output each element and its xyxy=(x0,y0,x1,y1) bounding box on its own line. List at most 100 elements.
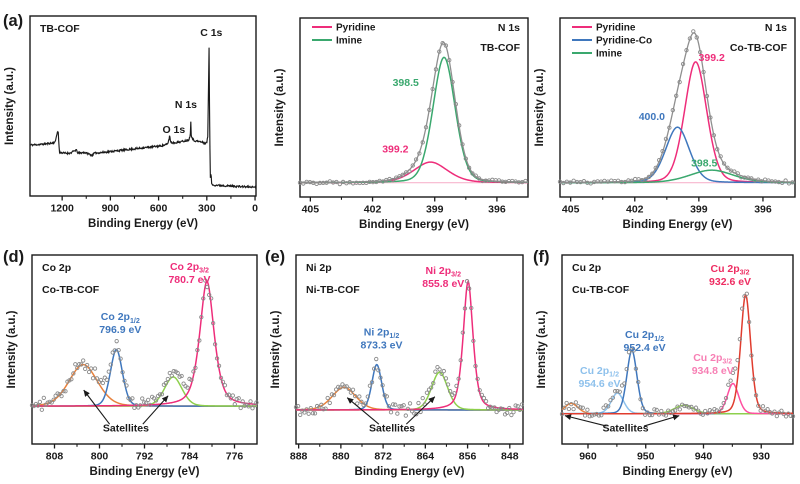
panel-e-letter: (e) xyxy=(265,248,285,266)
panel-title: Co-TB-COF xyxy=(730,42,788,54)
fit-envelope xyxy=(300,41,529,184)
data-points xyxy=(29,278,259,412)
legend-label: Pyridine xyxy=(596,23,636,34)
svg-text:780.7 eV: 780.7 eV xyxy=(168,274,210,286)
panel-title: Ni-TB-COF xyxy=(306,284,360,296)
panel-d-chart: 808 800 792 784 776 Binding Energy (eV) Intens… xyxy=(3,248,259,478)
x-tick-label: 940 xyxy=(695,451,713,463)
svg-text:400.0: 400.0 xyxy=(639,111,665,123)
fit-peak-pyridine xyxy=(560,61,795,184)
x-tick-label: 405 xyxy=(302,204,320,216)
svg-text:398.5: 398.5 xyxy=(393,77,419,89)
satellite-arrow xyxy=(142,395,169,425)
x-tick-label: 808 xyxy=(46,451,64,463)
x-tick-label: 776 xyxy=(226,451,244,463)
y-axis-label: Intensity (a.u.) xyxy=(534,68,546,146)
svg-text:873.3 eV: 873.3 eV xyxy=(360,339,402,351)
y-axis-label: Intensity (a.u.) xyxy=(274,68,286,146)
x-tick-label: 600 xyxy=(150,203,168,215)
svg-text:952.4 eV: 952.4 eV xyxy=(624,342,666,354)
survey-line xyxy=(29,47,257,189)
panel-e-chart: 888 880 872 864 856 848 Binding Energy (eV) Int… xyxy=(265,248,525,478)
svg-text:934.8 eV: 934.8 eV xyxy=(692,365,734,377)
svg-text:Ni 2p3/2: Ni 2p3/2 xyxy=(426,265,462,279)
x-axis-label: Binding Energy (eV) xyxy=(359,219,469,231)
fit-peak-co-2p1-2 xyxy=(32,348,257,407)
data-points xyxy=(293,279,525,418)
panel-f-axes: 960 950 940 930 Binding Energy (eV) Intensity… xyxy=(536,254,794,478)
panel-title: TB-COF xyxy=(480,42,520,54)
svg-text:Cu 2p3/2: Cu 2p3/2 xyxy=(711,263,750,277)
panel-a-annotations: TB-COF C 1s N 1s O 1s xyxy=(40,23,223,136)
satellite-arrow xyxy=(405,396,436,425)
x-tick-label: 402 xyxy=(626,204,644,216)
legend-label: Imine xyxy=(596,49,623,60)
svg-text:Cu 2p1/2: Cu 2p1/2 xyxy=(580,365,619,379)
panel-title: N 1s xyxy=(498,22,520,34)
panel-b-axes: 405 402 399 396 Binding Energy (eV) Intensity… xyxy=(274,17,529,231)
panel-b-series xyxy=(297,40,529,187)
x-axis-label: Binding Energy (eV) xyxy=(88,218,198,230)
x-axis-label: Binding Energy (eV) xyxy=(355,466,465,478)
x-tick-label: 300 xyxy=(198,203,216,215)
panel-a-chart: 1200 900 600 300 0 Binding Energy (eV) Intensi… xyxy=(3,12,258,230)
data-points xyxy=(557,29,795,186)
svg-text:C 1s: C 1s xyxy=(200,27,222,39)
svg-text:Satellites: Satellites xyxy=(369,423,415,435)
panel-a-letter: (a) xyxy=(3,12,23,30)
panel-title: Cu 2p xyxy=(572,262,601,274)
svg-text:399.2: 399.2 xyxy=(382,143,408,155)
data-points xyxy=(559,291,796,419)
svg-text:796.9 eV: 796.9 eV xyxy=(99,324,141,336)
x-tick-label: 856 xyxy=(459,451,477,463)
fit-peak-ni-2p1-2 xyxy=(295,363,523,411)
panel-d-axes: 808 800 792 784 776 Binding Energy (eV) Intens… xyxy=(6,254,258,478)
x-tick-label: 930 xyxy=(752,451,770,463)
x-tick-label: 402 xyxy=(364,204,382,216)
y-axis-label: Intensity (a.u.) xyxy=(270,310,282,388)
panel-title: Co-TB-COF xyxy=(42,284,100,296)
legend-label: Imine xyxy=(336,36,363,47)
x-tick-label: 405 xyxy=(562,204,580,216)
svg-text:399.2: 399.2 xyxy=(699,52,725,64)
fit-peak-pyridine-co xyxy=(560,126,795,184)
y-axis-label: Intensity (a.u.) xyxy=(4,67,16,145)
panel-f-series xyxy=(559,291,796,419)
x-axis-label: Binding Energy (eV) xyxy=(90,466,200,478)
x-tick-label: 848 xyxy=(501,451,519,463)
x-tick-label: 399 xyxy=(690,204,708,216)
legend-label: Pyridine-Co xyxy=(596,36,652,47)
panel-c-chart: 405 402 399 396 Binding Energy (eV) Intensity… xyxy=(534,17,796,231)
svg-text:398.5: 398.5 xyxy=(691,158,717,170)
y-axis-label: Intensity (a.u.) xyxy=(6,310,18,388)
panel-d-series xyxy=(29,278,259,412)
x-tick-label: 800 xyxy=(91,451,109,463)
panel-e-series xyxy=(293,279,525,418)
panel-a-series xyxy=(29,47,257,189)
x-tick-label: 1200 xyxy=(50,203,74,215)
satellite-arrow xyxy=(643,414,680,427)
svg-text:Cu 2p1/2: Cu 2p1/2 xyxy=(625,329,664,343)
svg-text:O 1s: O 1s xyxy=(162,124,185,136)
svg-text:932.6 eV: 932.6 eV xyxy=(709,276,751,288)
panel-b-chart: 405 402 399 396 Binding Energy (eV) Intensity… xyxy=(274,17,529,231)
panel-title: Co 2p xyxy=(42,262,71,274)
svg-text:Satellites: Satellites xyxy=(602,423,648,435)
x-tick-label: 784 xyxy=(181,451,199,463)
svg-text:954.6 eV: 954.6 eV xyxy=(579,378,621,390)
panel-e-axes: 888 880 872 864 856 848 Binding Energy (eV) Int… xyxy=(270,254,524,478)
svg-text:855.8 eV: 855.8 eV xyxy=(422,278,464,290)
panel-title: N 1s xyxy=(765,22,787,34)
x-tick-label: 396 xyxy=(754,204,772,216)
panel-title: Ni 2p xyxy=(306,262,332,274)
panel-title: TB-COF xyxy=(40,23,80,35)
x-tick-label: 399 xyxy=(426,204,444,216)
panel-b-annotations: N 1s TB-COF Pyridine Imine 398.5 399.2 xyxy=(312,22,521,155)
x-tick-label: 880 xyxy=(332,451,350,463)
panel-title: Cu-TB-COF xyxy=(572,284,630,296)
svg-text:Satellites: Satellites xyxy=(103,423,149,435)
panel-c-annotations: N 1s Co-TB-COF Pyridine Pyridine-Co Imine 399… xyxy=(572,22,788,170)
